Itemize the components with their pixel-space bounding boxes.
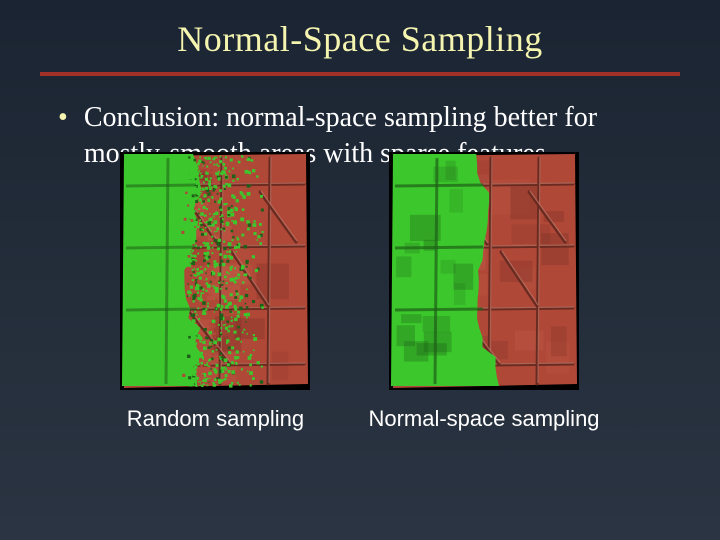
slide-title: Normal-Space Sampling (40, 18, 680, 60)
caption-right: Normal-space sampling (368, 406, 599, 432)
caption-left: Random sampling (127, 406, 304, 432)
figure-left-image (120, 152, 310, 390)
figure-left: Random sampling (120, 152, 310, 432)
figure-right: Normal-space sampling (368, 152, 599, 432)
title-underline (40, 72, 680, 76)
bullet-marker: • (58, 100, 68, 136)
figure-row: Random sampling Normal-space sampling (40, 152, 680, 432)
figure-right-image (389, 152, 579, 390)
